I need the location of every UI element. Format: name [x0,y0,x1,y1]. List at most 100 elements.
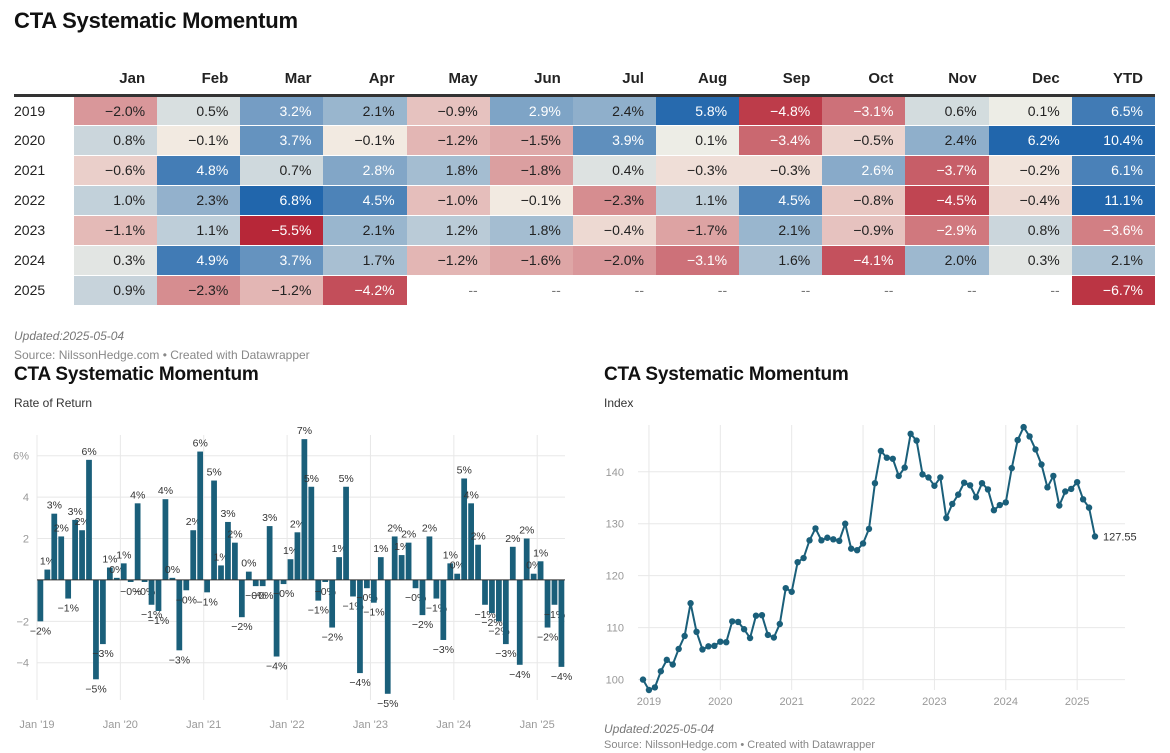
index-point [639,676,647,683]
index-point [770,634,778,641]
year-header [14,63,74,95]
cell-aug: −3.1% [655,245,740,276]
index-point [800,554,807,562]
row-year: 2024 [14,245,74,276]
index-point [764,631,772,639]
bar [357,579,363,674]
index-point [996,501,1004,509]
table-row: 2022 1.0% 2.3% 6.8% 4.5% −1.0% −0.1% −2.3% 1.1% 4… [14,185,1155,216]
cell-jul: 3.9% [572,125,656,156]
bar-data-label: −1% [308,605,329,617]
table-source-note: Source: NilssonHedge.com • Created with … [14,348,310,362]
cell-ytd: 10.4% [1071,125,1155,156]
bar-data-label: 4% [158,485,173,497]
bar [468,503,474,580]
index-point [669,661,676,668]
bar-chart-title: CTA Systematic Momentum [14,364,259,385]
bar [509,546,516,580]
bar [419,579,426,616]
cell-dec: 6.2% [988,125,1072,156]
index-point [752,612,760,619]
index-point [871,479,879,487]
index-point [955,491,962,498]
column-header-dec: Dec [1032,69,1060,87]
bar-data-label: 0% [526,560,541,572]
bar [113,577,120,580]
x-tick-label: 2020 [708,696,732,708]
bar-data-label: −1% [141,609,162,621]
bar [426,536,433,580]
cell-oct: −4.1% [822,245,906,276]
bar-chart: −4 −2 2 4 6% Jan '19 Jan '20 Jan '21 Jan '22 Jan … [13,425,572,731]
line-chart-updated-note: Updated:2025-05-04 [604,722,715,736]
index-point [949,500,956,508]
cell-ytd: 11.1% [1071,185,1155,216]
index-point [883,454,891,461]
bar-data-label: 7% [297,425,312,437]
index-point [687,600,694,607]
bar [51,513,58,580]
cell-mar: 0.7% [240,155,324,186]
bar-data-label: 2% [54,522,69,534]
table-row: 2023 −1.1% 1.1% −5.5% 2.1% 1.2% 1.8% −0.4% −1.7%… [14,215,1155,246]
index-point [1056,502,1063,509]
cell-may: −1.2% [406,245,490,276]
index-point [836,537,843,545]
row-year: 2021 [14,155,74,186]
index-point [681,632,688,640]
cell-jan: 0.3% [74,245,158,276]
bar [405,542,412,580]
bar-chart-subtitle: Rate of Return [14,396,93,410]
index-point [746,634,754,642]
index-point [711,642,718,650]
bar [280,579,287,585]
index-point [734,618,742,626]
index-point [877,447,885,455]
bar [558,579,565,667]
bar [336,557,342,580]
index-point [729,618,736,625]
index-point [1020,423,1027,431]
bar-data-label: 1% [332,543,347,555]
bar [218,565,224,580]
bar [266,526,273,580]
cell-dec: -- [988,275,1072,306]
cell-aug: -- [655,275,740,306]
bar [141,579,148,582]
index-point [1026,433,1033,440]
cell-mar: 3.7% [240,245,324,276]
cell-sep: −3.4% [739,125,823,156]
cell-aug: 0.1% [655,125,740,156]
column-header-jun: Jun [534,69,561,87]
end-value-label: 127.55 [1103,531,1137,543]
bar-data-label: 1% [283,545,298,557]
bar [530,573,537,580]
bar-data-label: 2% [387,522,402,534]
bar [391,536,398,580]
bar-data-label: 0% [165,564,180,576]
bar-data-label: −1% [58,603,79,615]
bar [516,579,523,665]
bar [537,561,544,580]
cell-aug: −1.7% [655,215,740,246]
bar [301,439,308,580]
index-point [782,584,789,592]
bar-data-label: −2% [30,625,51,637]
cell-jul: -- [572,275,656,306]
bar [106,567,113,580]
index-point [794,558,801,566]
index-point [830,536,837,543]
bar [322,579,329,582]
x-tick-label: 2024 [994,696,1018,708]
cell-may: 1.8% [406,155,490,186]
cell-jun: -- [489,275,573,306]
bar-data-label: −1% [197,596,218,608]
index-point [925,474,932,481]
bar-data-label: −0% [120,586,141,598]
row-year: 2019 [14,95,74,126]
y-tick-label: −4 [16,658,29,670]
row-year: 2023 [14,215,74,246]
bar [377,557,384,580]
bar [211,480,217,580]
cell-nov: −3.7% [905,155,989,186]
